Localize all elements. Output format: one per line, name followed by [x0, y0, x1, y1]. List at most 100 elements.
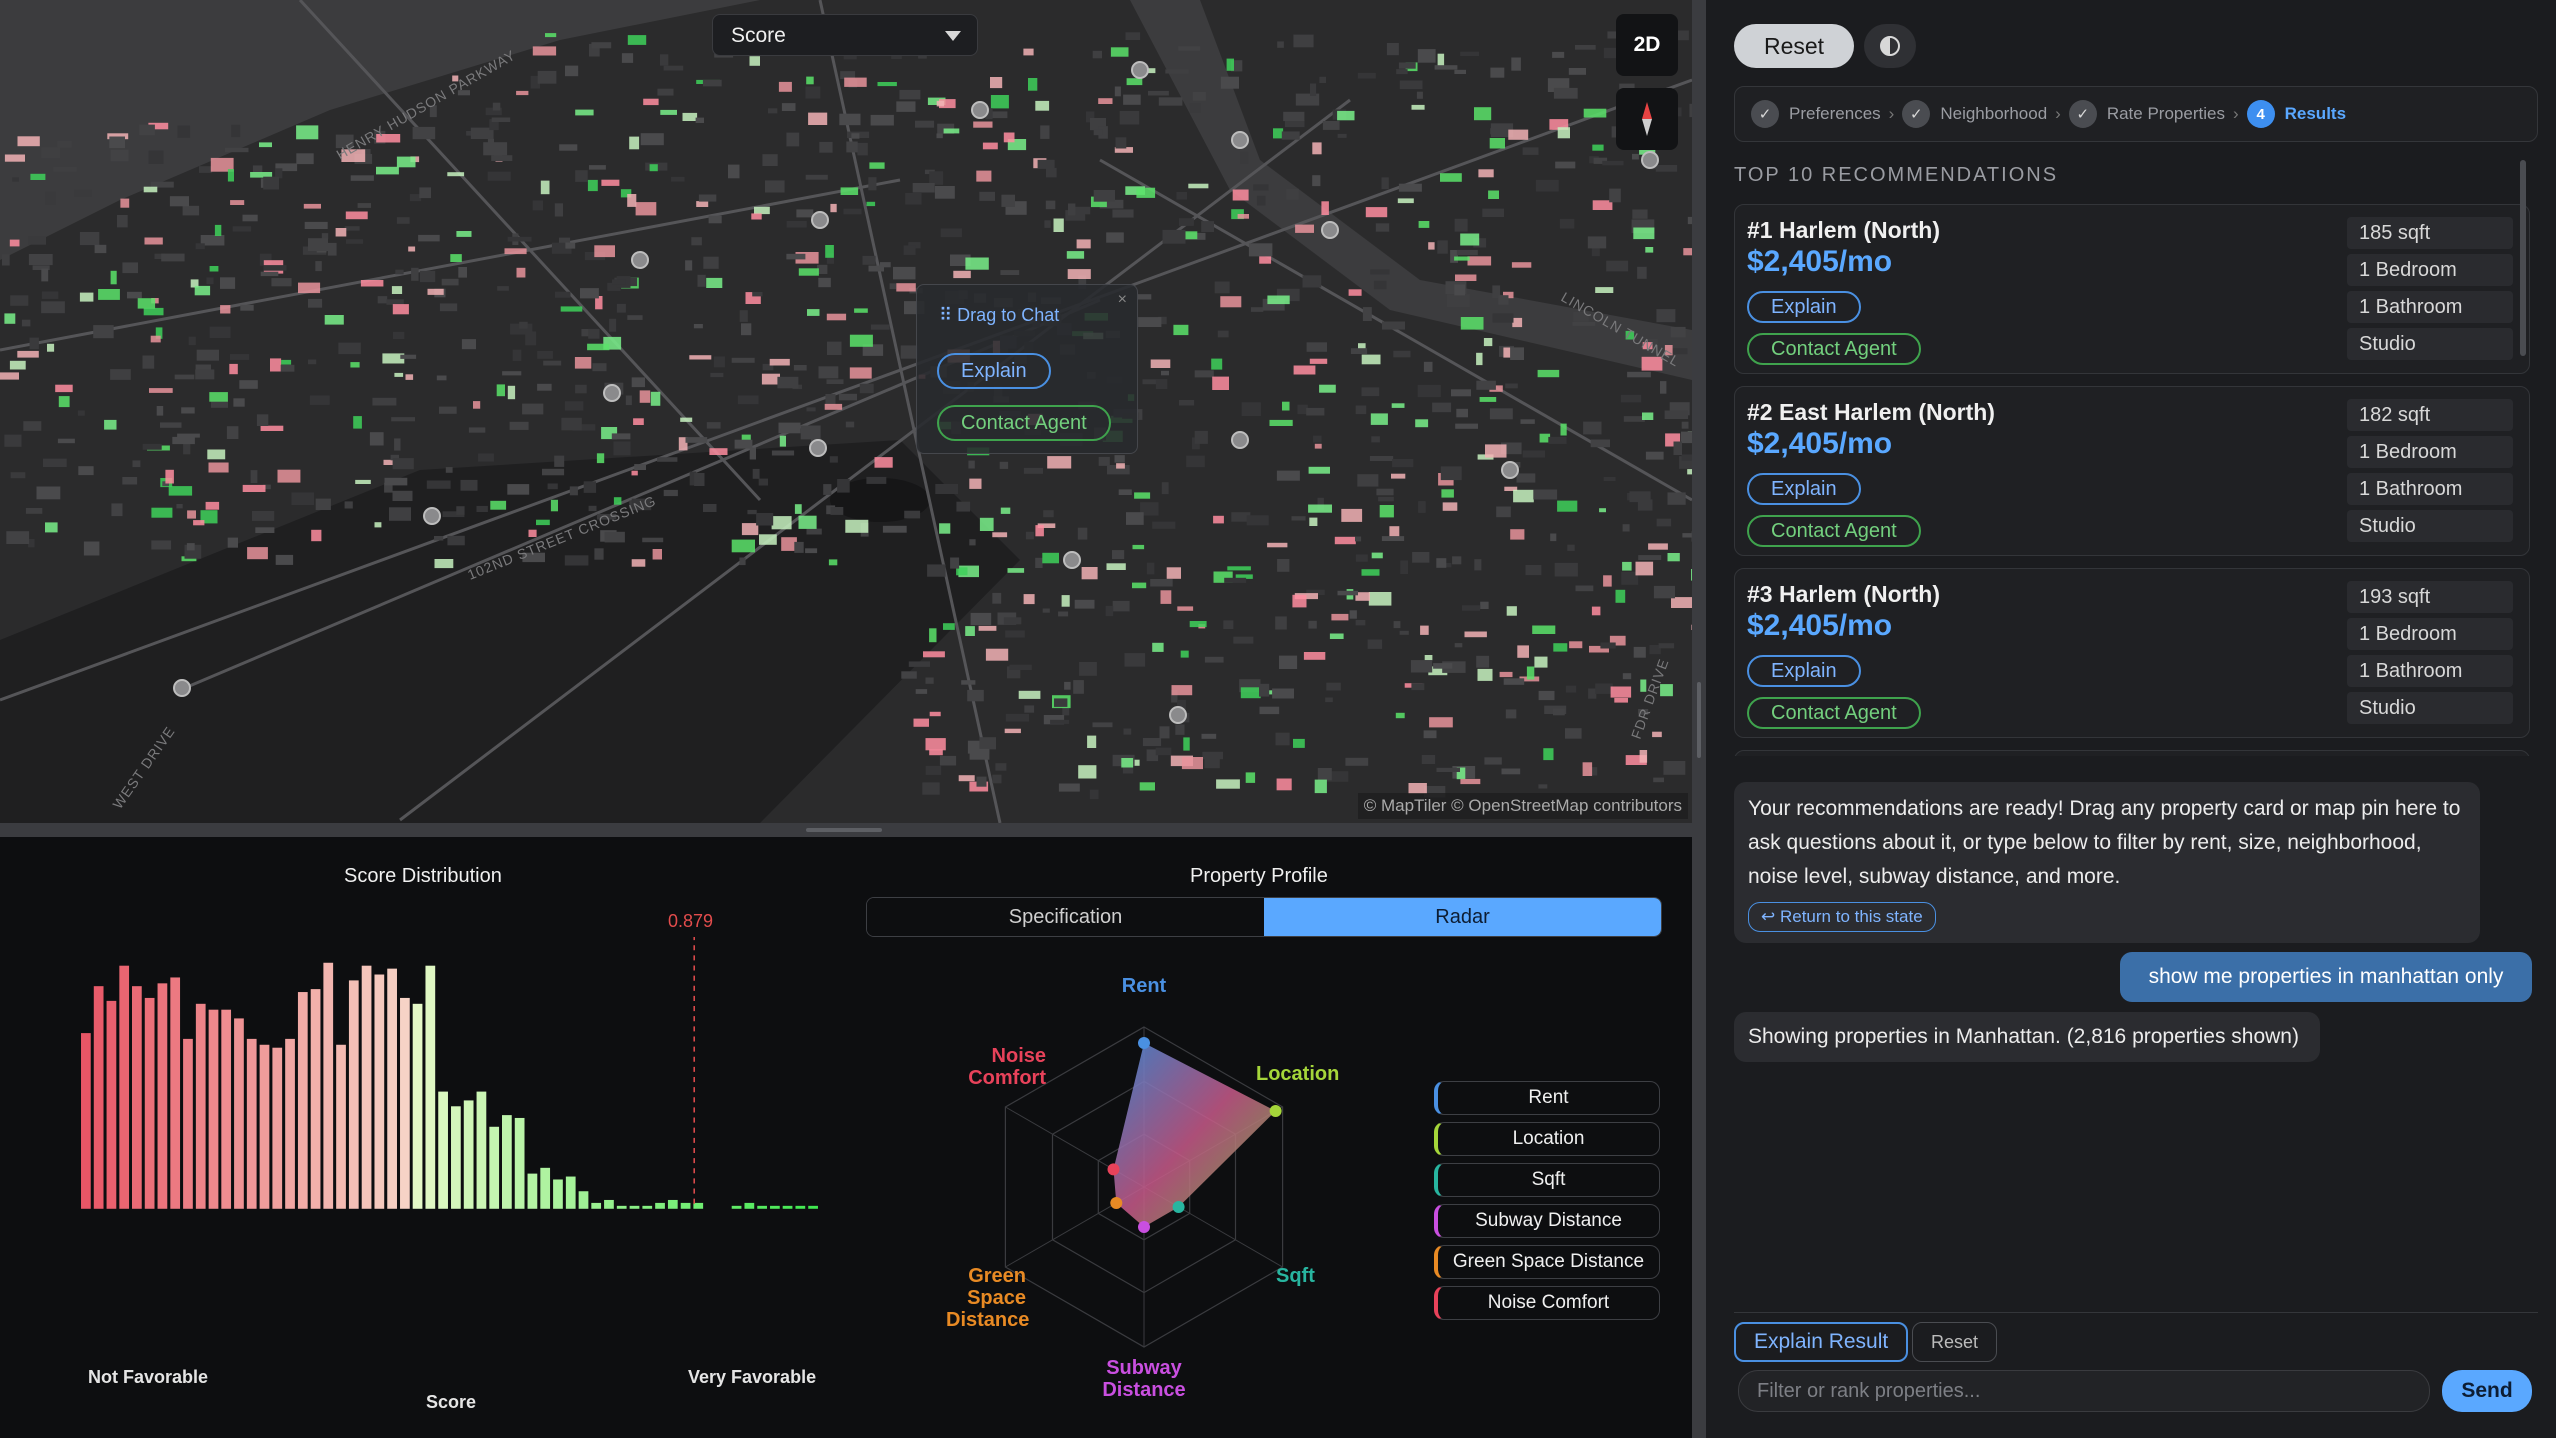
building-block — [522, 403, 544, 415]
building-block — [1087, 735, 1097, 748]
legend-toggle-location[interactable]: Location — [1434, 1122, 1660, 1156]
building-block — [263, 265, 287, 271]
explain-result-button[interactable]: Explain Result — [1734, 1322, 1909, 1362]
step-neighborhood[interactable]: ✓ Neighborhood — [1902, 100, 2047, 128]
map-pin[interactable] — [603, 384, 621, 402]
step-rate-properties[interactable]: ✓ Rate Properties — [2068, 100, 2225, 128]
building-block — [458, 267, 467, 278]
building-block — [1146, 562, 1155, 575]
building-block — [741, 434, 751, 444]
building-block — [58, 396, 70, 408]
contact-agent-button[interactable]: Contact Agent — [1747, 697, 1921, 729]
building-block — [542, 468, 565, 476]
view-2d-toggle[interactable]: 2D — [1616, 14, 1678, 76]
building-block — [1687, 216, 1692, 225]
building-block — [1367, 639, 1383, 649]
legend-toggle-subway-distance[interactable]: Subway Distance — [1434, 1204, 1660, 1238]
recommendation-list[interactable]: #1 Harlem (North) $2,405/mo Explain Cont… — [1734, 200, 2534, 756]
explain-button[interactable]: Explain — [1747, 291, 1861, 323]
map-pin[interactable] — [631, 251, 649, 269]
explain-button[interactable]: Explain — [1747, 655, 1861, 687]
card-list-scrollbar[interactable] — [2520, 160, 2526, 356]
building-block — [1473, 238, 1487, 248]
building-block — [1681, 431, 1692, 444]
popup-contact-agent-button[interactable]: Contact Agent — [937, 405, 1111, 441]
compass-button[interactable] — [1616, 88, 1678, 150]
map-pin-popup[interactable]: × ⠿ Drag to Chat Explain Contact Agent — [916, 284, 1138, 454]
return-to-state-button[interactable]: ↩ Return to this state — [1748, 902, 1936, 932]
building-block — [1552, 51, 1565, 58]
profile-view-toggle[interactable]: Specification Radar — [866, 897, 1662, 937]
map-pin[interactable] — [1231, 131, 1249, 149]
map-pin[interactable] — [811, 211, 829, 229]
building-block — [786, 253, 806, 260]
theme-toggle-button[interactable] — [1864, 24, 1916, 68]
histogram-bar — [425, 965, 436, 1209]
chat-filter-input[interactable] — [1738, 1370, 2430, 1412]
building-block — [1070, 206, 1091, 215]
building-block — [1645, 451, 1664, 460]
step-preferences[interactable]: ✓ Preferences — [1751, 100, 1881, 128]
tab-radar[interactable]: Radar — [1264, 898, 1661, 936]
legend-toggle-sqft[interactable]: Sqft — [1434, 1163, 1660, 1197]
reset-button[interactable]: Reset — [1734, 24, 1854, 68]
map-pin[interactable] — [1321, 221, 1339, 239]
building-block — [160, 422, 182, 428]
tab-specification[interactable]: Specification — [867, 898, 1264, 936]
legend-toggle-noise-comfort[interactable]: Noise Comfort — [1434, 1286, 1660, 1320]
step-results[interactable]: 4 Results — [2246, 100, 2346, 128]
spec-sqft: 182 sqft — [2347, 399, 2513, 431]
map-pin[interactable] — [1641, 151, 1659, 169]
legend-toggle-green-space-distance[interactable]: Green Space Distance — [1434, 1245, 1660, 1279]
map-view[interactable]: HENRY HUDSON PARKWAY 102ND STREET CROSSIN… — [0, 0, 1692, 823]
building-block — [110, 369, 131, 380]
map-pin[interactable] — [1169, 706, 1187, 724]
building-block — [554, 455, 565, 467]
legend-toggle-rent[interactable]: Rent — [1434, 1081, 1660, 1115]
building-block — [1455, 274, 1477, 281]
map-pin[interactable] — [1501, 461, 1519, 479]
building-block — [1054, 698, 1068, 707]
property-card[interactable]: #2 East Harlem (North) $2,405/mo Explain… — [1734, 386, 2530, 556]
score-layer-select[interactable]: Score — [712, 14, 978, 56]
reset-chat-button[interactable]: Reset — [1912, 1322, 1998, 1362]
drag-to-chat-handle[interactable]: ⠿ Drag to Chat — [939, 305, 1060, 325]
resize-grip[interactable] — [806, 828, 882, 832]
building-block — [12, 177, 19, 182]
map-pin[interactable] — [423, 507, 441, 525]
map-pin[interactable] — [1063, 551, 1081, 569]
popup-explain-button[interactable]: Explain — [937, 353, 1051, 389]
map-pin[interactable] — [1231, 431, 1249, 449]
building-block — [1161, 482, 1169, 495]
building-block — [1602, 160, 1624, 166]
property-card[interactable]: #3 Harlem (North) $2,405/mo Explain Cont… — [1734, 568, 2530, 738]
vertical-resize-handle[interactable] — [1692, 0, 1706, 1438]
contact-agent-button[interactable]: Contact Agent — [1747, 515, 1921, 547]
building-block — [1411, 104, 1425, 110]
map-pin[interactable] — [971, 101, 989, 119]
chat-message-bot[interactable]: Your recommendations are ready! Drag any… — [1734, 782, 2480, 943]
horizontal-resize-handle[interactable] — [0, 823, 1692, 837]
building-block — [1557, 500, 1578, 512]
chat-message-user[interactable]: show me properties in manhattan only — [2120, 952, 2532, 1002]
property-card[interactable] — [1734, 750, 2530, 756]
explain-button[interactable]: Explain — [1747, 473, 1861, 505]
building-block — [925, 765, 942, 775]
map-pin[interactable] — [809, 439, 827, 457]
building-block — [1025, 531, 1034, 540]
building-block — [1452, 556, 1462, 565]
property-card[interactable]: #1 Harlem (North) $2,405/mo Explain Cont… — [1734, 204, 2530, 374]
building-block — [220, 305, 231, 314]
building-block — [1393, 350, 1411, 358]
close-icon[interactable]: × — [1117, 291, 1127, 308]
map-attribution[interactable]: © MapTiler © OpenStreetMap contributors — [1357, 793, 1688, 819]
resize-grip[interactable] — [1697, 682, 1701, 758]
map-pin[interactable] — [173, 679, 191, 697]
building-block — [591, 42, 612, 49]
building-block — [1583, 421, 1602, 435]
contact-agent-button[interactable]: Contact Agent — [1747, 333, 1921, 365]
send-button[interactable]: Send — [2442, 1370, 2532, 1412]
chat-message-bot[interactable]: Showing properties in Manhattan. (2,816 … — [1734, 1012, 2320, 1062]
map-pin[interactable] — [1131, 61, 1149, 79]
